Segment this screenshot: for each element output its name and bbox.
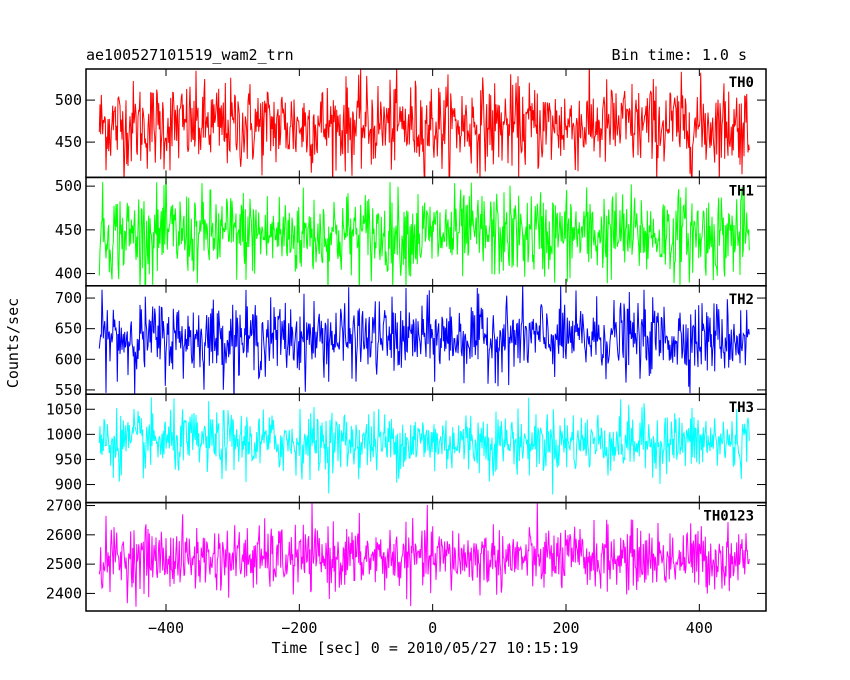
y-tick-label: 450 — [55, 133, 82, 151]
y-axis-label: Counts/sec — [4, 298, 22, 388]
series-line-th3 — [98, 397, 750, 495]
chart-title: ae100527101519_wam2_trn — [86, 46, 294, 64]
y-tick-label: 900 — [55, 476, 82, 494]
series-label: TH0 — [729, 75, 754, 91]
y-tick-label: 2600 — [46, 526, 82, 544]
y-tick-label: 2400 — [46, 584, 82, 602]
x-tick-label: −200 — [281, 619, 317, 637]
series-label: TH0123 — [703, 509, 754, 525]
x-tick-label: 0 — [428, 619, 437, 637]
panel-frame — [85, 501, 767, 612]
series-label: TH1 — [729, 183, 754, 199]
y-tick-label: 500 — [55, 91, 82, 109]
x-tick-label: −400 — [148, 619, 184, 637]
panel-th0: 450 500 TH0 — [55, 68, 767, 179]
x-axis: −400 −200 0 200 400 — [148, 619, 713, 637]
y-tick-label: 2700 — [46, 497, 82, 515]
y-tick-label: 700 — [55, 289, 82, 307]
series-line-th1 — [98, 177, 750, 286]
y-tick-label: 950 — [55, 450, 82, 468]
x-tick-label: 400 — [686, 619, 713, 637]
series-line-th0123 — [98, 502, 750, 607]
y-tick-label: 450 — [55, 221, 82, 239]
x-tick-label: 200 — [552, 619, 579, 637]
series-line-th0 — [98, 69, 750, 178]
series-label: TH3 — [729, 400, 754, 416]
y-tick-label: 550 — [55, 381, 82, 399]
y-tick-label: 500 — [55, 177, 82, 195]
panel-th0123: 2400 2500 2600 2700 TH0123 — [46, 497, 767, 612]
x-axis-label: Time [sec] 0 = 2010/05/27 10:15:19 — [271, 639, 578, 657]
y-tick-label: 650 — [55, 320, 82, 338]
series-label: TH2 — [729, 292, 754, 308]
panel-th1: 400 450 500 TH1 — [55, 176, 767, 287]
y-tick-label: 400 — [55, 265, 82, 283]
y-tick-label: 600 — [55, 350, 82, 368]
y-tick-label: 1050 — [46, 400, 82, 418]
panel-th3: 900 950 1000 1050 TH3 — [46, 393, 767, 504]
series-line-th2 — [98, 285, 750, 395]
bin-time-label: Bin time: 1.0 s — [612, 46, 747, 64]
panel-th2: 550 600 650 700 TH2 — [55, 285, 767, 399]
y-tick-label: 1000 — [46, 425, 82, 443]
y-tick-label: 2500 — [46, 555, 82, 573]
